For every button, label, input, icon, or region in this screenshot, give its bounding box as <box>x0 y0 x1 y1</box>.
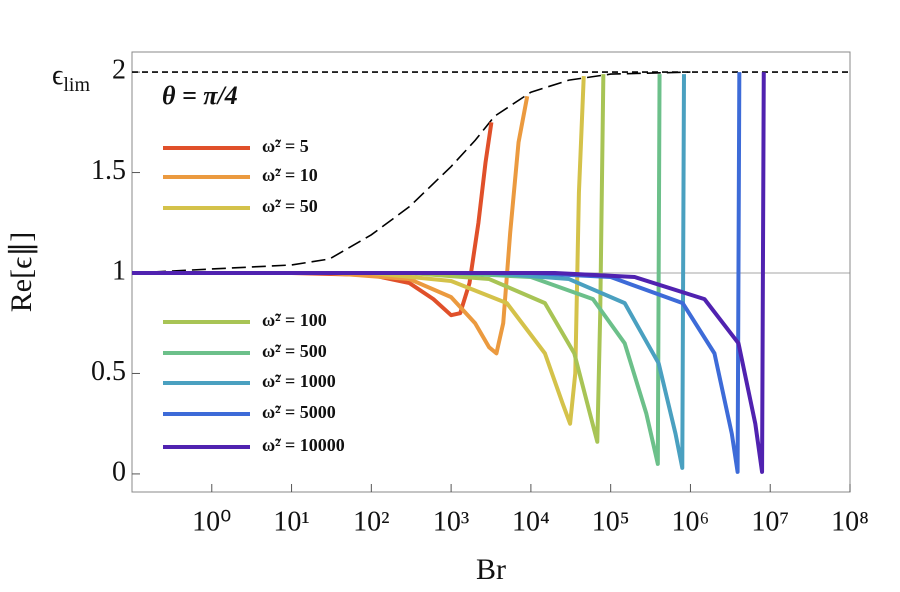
legend-label: ω̃² = 50 <box>262 196 318 216</box>
series-line <box>132 122 494 318</box>
limit-curve <box>131 71 691 274</box>
x-tick-label: 10⁶ <box>672 506 710 537</box>
legend-label: ω̃² = 10 <box>262 165 318 185</box>
legend-label: ω̃² = 5 <box>262 136 309 156</box>
x-tick-label: 10⁸ <box>831 506 869 537</box>
legend-label: ω̃² = 10000 <box>262 435 345 455</box>
y-tick-label: 0.5 <box>91 356 126 387</box>
legend-label: ω̃² = 1000 <box>262 371 336 391</box>
legend-label: ω̃² = 5000 <box>262 402 336 422</box>
x-tick-label: 10³ <box>433 506 469 537</box>
y-limit-base: ϵ <box>52 60 63 91</box>
legend-label: ω̃² = 100 <box>262 310 327 330</box>
y-tick-label: 1 <box>112 255 126 286</box>
y-tick-label: 1.5 <box>91 155 126 186</box>
y-axis-label: Re[ϵ∥] <box>5 232 38 312</box>
series-line <box>132 72 766 474</box>
x-tick-label: 10⁰ <box>192 506 231 537</box>
annotation: θ = π/4 <box>162 81 238 110</box>
series-line <box>132 74 606 444</box>
y-limit-subscript: lim <box>63 74 90 96</box>
x-axis-label: Br <box>476 553 506 586</box>
x-tick-label: 10⁴ <box>512 506 550 537</box>
series-line <box>132 76 586 426</box>
x-tick-label: 10⁵ <box>592 506 630 537</box>
x-tick-label: 10⁷ <box>751 506 789 537</box>
x-tick-label: 10¹ <box>273 506 309 537</box>
legend-label: ω̃² = 500 <box>262 341 327 361</box>
x-tick-label: 10² <box>353 506 389 537</box>
series-line <box>132 95 530 356</box>
y-tick-label: 0 <box>112 456 126 487</box>
y-tick-label: 2 <box>112 55 126 86</box>
y-limit-label: ϵlim <box>52 60 90 95</box>
